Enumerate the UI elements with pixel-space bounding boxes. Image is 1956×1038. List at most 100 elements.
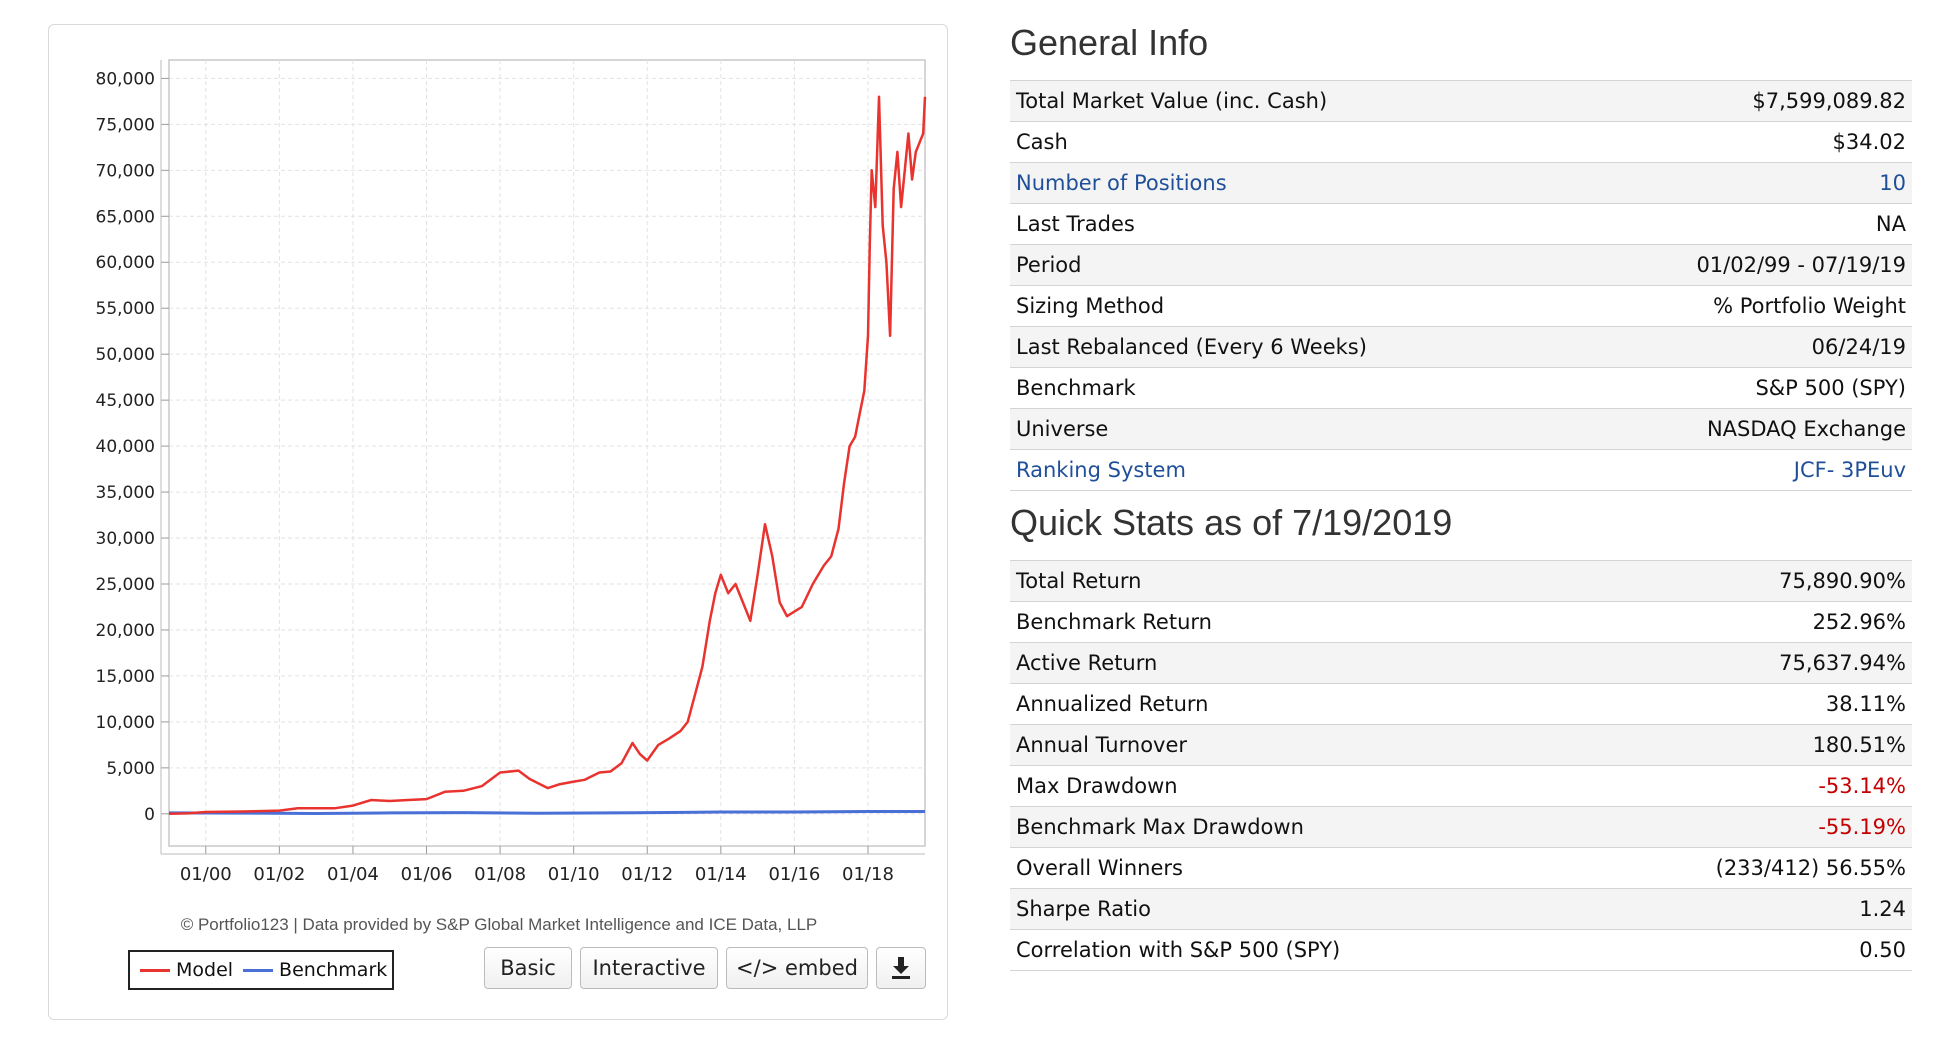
table-row: Number of Positions 10 (1010, 163, 1912, 204)
row-label: Sizing Method (1016, 294, 1165, 318)
row-label: Benchmark (1016, 376, 1136, 400)
row-value: 06/24/19 (1811, 335, 1906, 359)
table-row: Correlation with S&P 500 (SPY) 0.50 (1010, 930, 1912, 971)
row-value: 252.96% (1812, 610, 1906, 634)
legend-label-model: Model (176, 959, 234, 981)
chart-credit: © Portfolio123 | Data provided by S&P Gl… (180, 915, 818, 934)
plot-frame (168, 59, 926, 847)
table-row: Last Rebalanced (Every 6 Weeks) 06/24/19 (1010, 327, 1912, 368)
y-tick-label: 10,000 (96, 713, 155, 733)
row-label: Benchmark Max Drawdown (1016, 815, 1304, 839)
row-label: Sharpe Ratio (1016, 897, 1151, 921)
row-value: % Portfolio Weight (1713, 294, 1906, 318)
row-label: Annual Turnover (1016, 733, 1188, 757)
legend-item-benchmark[interactable]: Benchmark (243, 959, 387, 981)
grid (169, 60, 925, 846)
row-value: $7,599,089.82 (1752, 89, 1906, 113)
y-tick-label: 5,000 (106, 759, 155, 779)
table-row: Benchmark S&P 500 (SPY) (1010, 368, 1912, 409)
general-info-table: Total Market Value (inc. Cash) $7,599,089… (1010, 80, 1912, 491)
table-row: Overall Winners (233/412) 56.55% (1010, 848, 1912, 889)
series-line-model (168, 95, 927, 816)
y-tick-label: 35,000 (96, 483, 155, 503)
y-tick-label: 65,000 (96, 207, 155, 227)
basic-button[interactable]: Basic (484, 947, 572, 989)
x-tick-label: 01/00 (180, 864, 232, 885)
y-tick-label: 45,000 (96, 391, 155, 411)
interactive-button[interactable]: Interactive (580, 947, 718, 989)
download-icon (892, 957, 910, 979)
table-row: Ranking System JCF- 3PEuv (1010, 450, 1912, 491)
table-row: Max Drawdown -53.14% (1010, 766, 1912, 807)
row-value: 180.51% (1812, 733, 1906, 757)
table-row: Cash $34.02 (1010, 122, 1912, 163)
row-label: Overall Winners (1016, 856, 1183, 880)
row-value: S&P 500 (SPY) (1755, 376, 1906, 400)
y-tick-label: 80,000 (96, 69, 155, 89)
row-label: Last Rebalanced (Every 6 Weeks) (1016, 335, 1367, 359)
row-value: NA (1875, 212, 1906, 236)
table-row: Annual Turnover 180.51% (1010, 725, 1912, 766)
row-value: 75,637.94% (1779, 651, 1906, 675)
y-tick-label: 15,000 (96, 667, 155, 687)
embed-button[interactable]: </> embed (726, 947, 868, 989)
general-info-title: General Info (1010, 22, 1209, 63)
row-value: -55.19% (1818, 815, 1906, 839)
table-row: Total Market Value (inc. Cash) $7,599,089… (1010, 81, 1912, 122)
row-label: Max Drawdown (1016, 774, 1178, 798)
row-value: 01/02/99 - 07/19/19 (1696, 253, 1906, 277)
chart-panel: 0 5,000 10,000 15,000 20,000 25,000 30,000 35,0… (48, 24, 948, 1020)
performance-chart: 0 5,000 10,000 15,000 20,000 25,000 30,000 35,0… (96, 59, 927, 885)
table-row: Period 01/02/99 - 07/19/19 (1010, 245, 1912, 286)
y-tick-label: 75,000 (96, 115, 155, 135)
legend-swatch-model (140, 968, 170, 972)
y-tick-label: 20,000 (96, 621, 155, 641)
y-tick-label: 25,000 (96, 575, 155, 595)
table-row: Active Return 75,637.94% (1010, 643, 1912, 684)
y-tick-label: 30,000 (96, 529, 155, 549)
table-row: Sizing Method % Portfolio Weight (1010, 286, 1912, 327)
row-label: Benchmark Return (1016, 610, 1212, 634)
quick-stats-title: Quick Stats as of 7/19/2019 (1010, 502, 1453, 543)
row-value: (233/412) 56.55% (1715, 856, 1906, 880)
table-row: Last Trades NA (1010, 204, 1912, 245)
row-label[interactable]: Ranking System (1016, 458, 1186, 482)
row-value[interactable]: JCF- 3PEuv (1793, 458, 1906, 482)
x-tick-label: 01/04 (327, 864, 379, 885)
series (168, 95, 927, 816)
row-label: Last Trades (1016, 212, 1135, 236)
legend-label-benchmark: Benchmark (279, 959, 388, 981)
legend-item-model[interactable]: Model (140, 959, 233, 981)
row-label: Universe (1016, 417, 1109, 441)
row-label: Period (1016, 253, 1082, 277)
download-button[interactable] (876, 947, 926, 989)
x-tick-label: 01/12 (621, 864, 673, 885)
y-tick-label: 70,000 (96, 161, 155, 181)
x-tick-label: 01/02 (253, 864, 305, 885)
row-value[interactable]: 10 (1879, 171, 1906, 195)
axes: 0 5,000 10,000 15,000 20,000 25,000 30,000 35,0… (96, 60, 925, 885)
x-tick-label: 01/14 (695, 864, 747, 885)
row-label[interactable]: Number of Positions (1016, 171, 1227, 195)
row-value: 1.24 (1859, 897, 1906, 921)
legend-swatch-benchmark (243, 968, 274, 972)
row-value: 38.11% (1825, 692, 1906, 716)
row-label: Total Return (1016, 569, 1142, 593)
x-tick-label: 01/08 (474, 864, 526, 885)
row-label: Total Market Value (inc. Cash) (1016, 89, 1328, 113)
y-tick-label: 50,000 (96, 345, 155, 365)
table-row: Total Return 75,890.90% (1010, 561, 1912, 602)
row-label: Cash (1016, 130, 1068, 154)
y-tick-label: 60,000 (96, 253, 155, 273)
y-tick-label: 40,000 (96, 437, 155, 457)
row-label: Correlation with S&P 500 (SPY) (1016, 938, 1341, 962)
row-value: 0.50 (1859, 938, 1906, 962)
x-tick-label: 01/10 (548, 864, 600, 885)
row-value: 75,890.90% (1779, 569, 1906, 593)
row-label: Annualized Return (1016, 692, 1209, 716)
table-row: Universe NASDAQ Exchange (1010, 409, 1912, 450)
series-line-benchmark (168, 810, 925, 815)
chart-legend: Model Benchmark (128, 950, 394, 990)
quick-stats-table: Total Return 75,890.90% Benchmark Return 25… (1010, 560, 1912, 971)
table-row: Benchmark Return 252.96% (1010, 602, 1912, 643)
